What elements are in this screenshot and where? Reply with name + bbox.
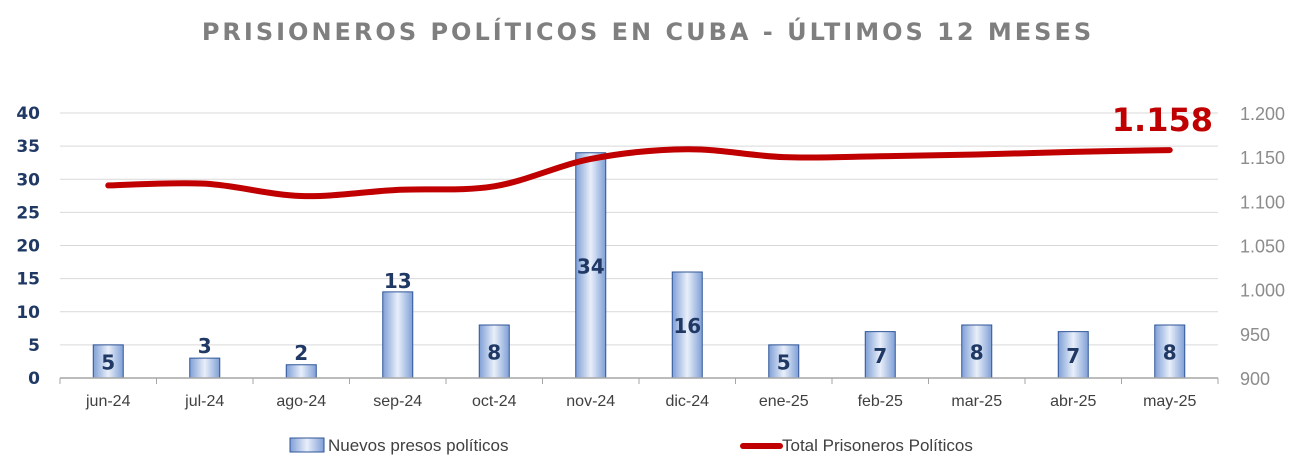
y-left-tick-label: 5: [28, 336, 40, 356]
x-tick-label: may-25: [1143, 393, 1196, 410]
y-right-tick-label: 900: [1240, 369, 1270, 389]
x-tick-label: mar-25: [951, 393, 1002, 410]
bar-value-label: 5: [101, 350, 115, 374]
bar-value-label: 7: [1066, 344, 1080, 368]
gridlines: [60, 112, 1218, 346]
y-right-tick-label: 1.100: [1240, 192, 1285, 212]
x-tick-label: nov-24: [566, 393, 615, 410]
bar-value-label: 3: [198, 334, 212, 358]
bar-value-label: 5: [777, 350, 791, 374]
y-right-tick-label: 1.200: [1240, 104, 1285, 124]
y-axis-left: 0 5 10 15 20 25 30 35 40: [16, 104, 40, 389]
y-right-tick-label: 1.000: [1240, 281, 1285, 301]
bar-value-label: 16: [673, 314, 701, 338]
legend-label-bars: Nuevos presos políticos: [328, 436, 508, 455]
bar: [671, 271, 703, 379]
x-tick-label: oct-24: [472, 393, 517, 410]
y-left-tick-label: 0: [28, 369, 40, 389]
bar-series: 5 3 2 13 8 34 16 5 7 8 7 8: [92, 152, 1186, 379]
bar: [864, 331, 896, 379]
bar-value-label: 8: [487, 341, 501, 365]
bar: [961, 324, 993, 379]
last-value-callout: 1.158: [1112, 101, 1213, 139]
x-tick-label: jul-24: [184, 393, 224, 410]
bar-value-label: 7: [873, 344, 887, 368]
y-left-tick-label: 10: [16, 303, 40, 323]
legend-label-line: Total Prisoneros Políticos: [782, 436, 973, 455]
y-right-tick-label: 950: [1240, 325, 1270, 345]
y-left-tick-label: 20: [16, 237, 40, 257]
bar: [285, 364, 317, 379]
bar-value-label: 8: [1163, 341, 1177, 365]
y-left-tick-label: 35: [16, 137, 40, 157]
x-tick-label: dic-24: [665, 393, 709, 410]
bar: [382, 291, 414, 379]
x-tick-label: sep-24: [373, 393, 422, 410]
bar-value-label: 13: [384, 269, 412, 293]
total-prisoners-line: [105, 146, 1173, 200]
line-series: [105, 146, 1173, 200]
y-left-tick-label: 30: [16, 170, 40, 190]
y-right-tick-label: 1.150: [1240, 148, 1285, 168]
chart-title: PRISIONEROS POLÍTICOS EN CUBA - ÚLTIMOS …: [202, 16, 1094, 46]
x-axis: jun-24 jul-24 ago-24 sep-24 oct-24 nov-24 dic-…: [59, 377, 1219, 410]
x-tick-label: ago-24: [276, 393, 326, 410]
x-tick-label: jun-24: [85, 393, 131, 410]
bar: [1057, 331, 1089, 379]
y-axis-right: 900 950 1.000 1.050 1.100 1.150 1.200: [1240, 104, 1285, 389]
x-tick-label: ene-25: [759, 393, 809, 410]
legend: Nuevos presos políticos Total Prisoneros…: [289, 436, 973, 455]
bar-value-label: 8: [970, 341, 984, 365]
y-left-tick-label: 25: [16, 203, 40, 223]
bar: [189, 357, 221, 379]
y-left-tick-label: 15: [16, 270, 40, 290]
y-right-tick-label: 1.050: [1240, 237, 1285, 257]
bar-value-label: 34: [577, 254, 605, 278]
legend-swatch-bars: [289, 437, 325, 453]
bar: [575, 152, 607, 379]
x-tick-label: abr-25: [1050, 393, 1096, 410]
bar-value-label: 2: [294, 341, 308, 365]
x-tick-label: feb-25: [858, 393, 903, 410]
y-left-tick-label: 40: [16, 104, 40, 124]
bar: [92, 344, 124, 379]
